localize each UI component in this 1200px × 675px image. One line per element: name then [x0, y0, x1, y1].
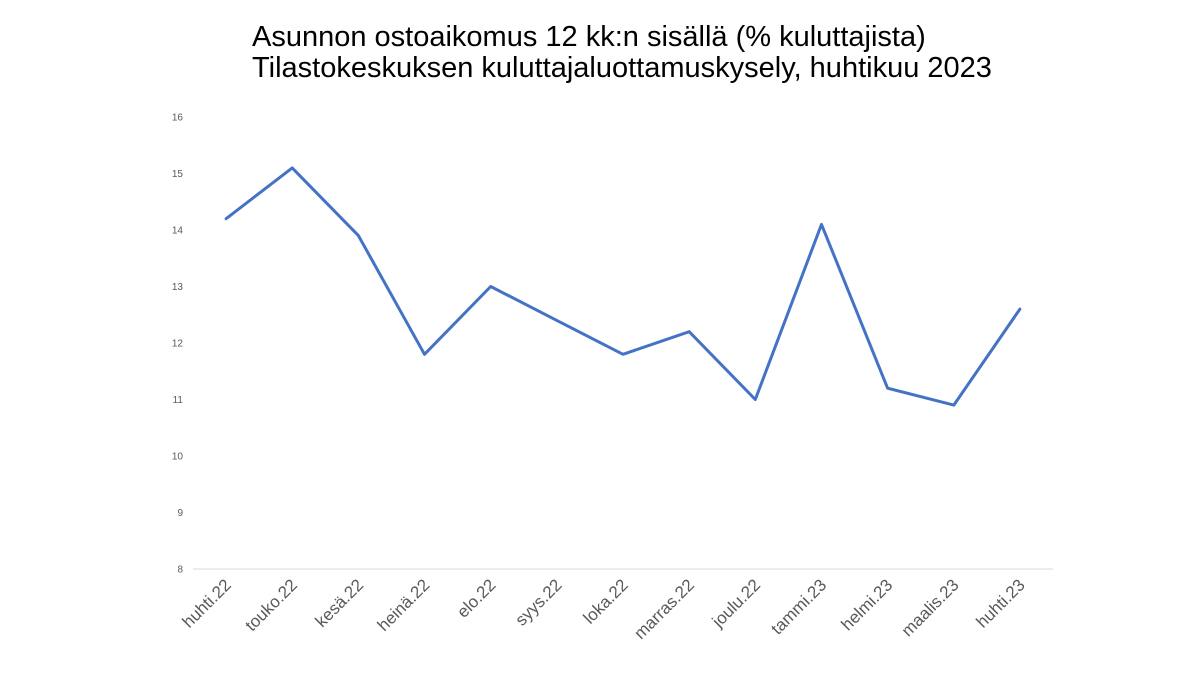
- x-tick-label: huhti.22: [179, 575, 235, 631]
- x-tick-label: helmi.23: [838, 575, 897, 634]
- chart-title-block: Asunnon ostoaikomus 12 kk:n sisällä (% k…: [252, 22, 1152, 84]
- x-tick-label: joulu.22: [708, 575, 764, 631]
- x-tick-label: maalis.23: [898, 575, 963, 640]
- y-axis: 8 9 10 11 12 13 14 15 16: [172, 113, 184, 576]
- x-tick-label: tammi.23: [767, 575, 830, 638]
- x-tick-label: kesä.22: [312, 575, 368, 631]
- y-tick-label: 12: [172, 339, 184, 350]
- x-tick-label: elo.22: [453, 575, 499, 621]
- x-tick-label: touko.22: [241, 575, 301, 635]
- y-tick-label: 13: [172, 282, 184, 293]
- y-tick-label: 11: [173, 395, 184, 406]
- y-tick-label: 14: [172, 226, 184, 237]
- x-tick-label: syys.22: [511, 575, 565, 629]
- chart-subtitle: Tilastokeskuksen kuluttajaluottamuskysel…: [252, 52, 992, 84]
- y-tick-label: 15: [172, 169, 184, 180]
- chart-title: Asunnon ostoaikomus 12 kk:n sisällä (% k…: [252, 21, 926, 53]
- y-tick-label: 9: [177, 508, 183, 519]
- series-line: [224, 166, 1022, 407]
- x-tick-label: huhti.23: [973, 575, 1029, 631]
- x-tick-label: heinä.22: [374, 575, 434, 635]
- y-tick-label: 10: [172, 452, 184, 463]
- x-tick-label: marras.22: [630, 575, 698, 643]
- x-axis: huhti.22 touko.22 kesä.22 heinä.22 elo.22 syy…: [179, 575, 1029, 643]
- y-tick-label: 16: [172, 113, 184, 124]
- y-tick-label: 8: [177, 565, 183, 576]
- x-tick-label: loka.22: [580, 575, 632, 627]
